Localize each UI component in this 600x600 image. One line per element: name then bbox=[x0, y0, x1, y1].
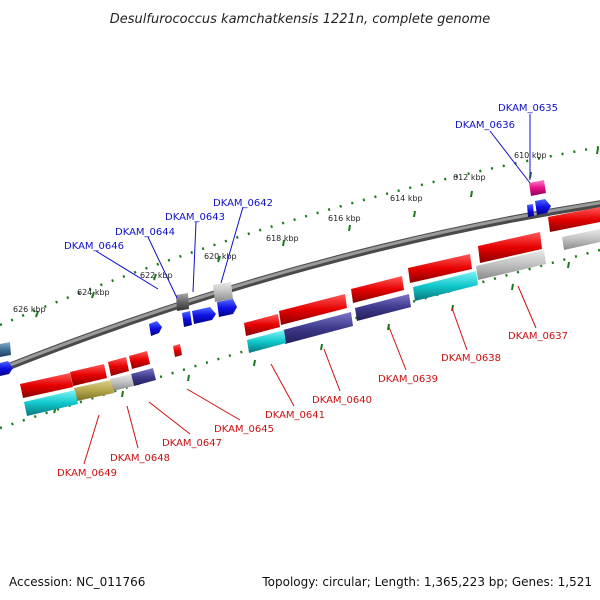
inner-tick-2 bbox=[121, 390, 124, 398]
gene-dkam-0641[interactable] bbox=[247, 330, 286, 353]
reverse-strand-genes bbox=[20, 207, 600, 416]
gene-dkam-0646[interactable] bbox=[149, 321, 162, 336]
tick-label-612: 612 kbp bbox=[453, 173, 486, 182]
label-dkam-0635: DKAM_0635 bbox=[498, 103, 558, 114]
major-tick-616 bbox=[348, 224, 351, 232]
major-tick-614 bbox=[413, 210, 416, 218]
gene-dkam-0638-arrow2[interactable] bbox=[408, 254, 472, 283]
gene-partial-left-2[interactable] bbox=[0, 361, 13, 376]
major-tick-608 bbox=[596, 147, 599, 155]
inner-tick-8 bbox=[511, 283, 514, 291]
label-dkam-0640: DKAM_0640 bbox=[312, 395, 372, 406]
label-dkam-0646: DKAM_0646 bbox=[64, 241, 124, 252]
label-dkam-0645: DKAM_0645 bbox=[214, 424, 274, 435]
tick-label-620: 620 kbp bbox=[204, 252, 237, 261]
gene-dkam-0649-box2[interactable] bbox=[74, 380, 114, 401]
genome-backbone bbox=[0, 200, 600, 374]
label-dkam-0648: DKAM_0648 bbox=[110, 453, 170, 464]
gene-dkam-0640-arrow[interactable] bbox=[279, 294, 347, 325]
gene-dkam-0636[interactable] bbox=[527, 204, 534, 217]
gene-dkam-0648-arrow[interactable] bbox=[108, 357, 129, 376]
gene-dkam-0635[interactable] bbox=[529, 180, 546, 196]
label-dkam-0644: DKAM_0644 bbox=[115, 227, 175, 238]
major-tick-624 bbox=[91, 291, 95, 299]
gene-dkam-0644b[interactable] bbox=[192, 307, 216, 324]
label-dkam-0647: DKAM_0647 bbox=[162, 438, 222, 449]
gene-dkam-0638[interactable] bbox=[413, 271, 478, 301]
label-dkam-0642: DKAM_0642 bbox=[213, 198, 273, 209]
gene-dkam-0638-box[interactable] bbox=[476, 250, 546, 280]
tick-label-616: 616 kbp bbox=[328, 214, 361, 223]
tick-label-614: 614 kbp bbox=[390, 194, 423, 203]
gene-dkam-0643[interactable] bbox=[176, 293, 189, 311]
accession-text: Accession: NC_011766 bbox=[9, 575, 145, 589]
inner-tick-6 bbox=[387, 323, 390, 331]
tick-label-624: 624 kbp bbox=[77, 288, 110, 297]
inner-tick-4 bbox=[253, 359, 256, 367]
label-dkam-0636: DKAM_0636 bbox=[455, 120, 515, 131]
gene-dkam-0647[interactable] bbox=[131, 368, 156, 386]
tick-labels: 610 kbp 612 kbp 614 kbp 616 kbp 618 kbp … bbox=[13, 151, 547, 314]
forward-gene-labels: DKAM_0635 DKAM_0636 DKAM_0642 DKAM_0643 … bbox=[64, 103, 558, 252]
forward-label-leaders bbox=[95, 114, 531, 299]
gene-dkam-0649[interactable] bbox=[24, 390, 78, 416]
reverse-gene-labels: DKAM_0637 DKAM_0638 DKAM_0639 DKAM_0640 … bbox=[57, 331, 568, 479]
gene-dkam-0649-arrow2[interactable] bbox=[70, 364, 107, 386]
gene-dkam-0641-arrow[interactable] bbox=[244, 314, 280, 336]
gene-dkam-0637[interactable] bbox=[562, 229, 600, 250]
gene-dkam-0636b[interactable] bbox=[535, 199, 551, 215]
label-dkam-0641: DKAM_0641 bbox=[265, 410, 325, 421]
gene-dkam-0645[interactable] bbox=[173, 344, 182, 357]
forward-strand-genes bbox=[0, 180, 551, 376]
gene-dkam-0644[interactable] bbox=[182, 311, 192, 327]
label-dkam-0639: DKAM_0639 bbox=[378, 374, 438, 385]
gene-dkam-0639[interactable] bbox=[355, 294, 411, 321]
label-dkam-0638: DKAM_0638 bbox=[441, 353, 501, 364]
map-title: Desulfurococcus kamchatkensis 1221n, com… bbox=[110, 12, 491, 27]
gene-dkam-0649-arrow[interactable] bbox=[20, 373, 73, 398]
tick-label-626: 626 kbp bbox=[13, 305, 46, 314]
inner-tick-3 bbox=[187, 374, 190, 382]
label-dkam-0643: DKAM_0643 bbox=[165, 212, 225, 223]
inner-tick-5 bbox=[320, 343, 323, 351]
gene-dkam-0637-arrow[interactable] bbox=[548, 207, 600, 232]
label-dkam-0637: DKAM_0637 bbox=[508, 331, 568, 342]
gene-dkam-0640[interactable] bbox=[283, 312, 353, 344]
major-tick-620 bbox=[217, 255, 221, 263]
label-dkam-0649: DKAM_0649 bbox=[57, 468, 117, 479]
outer-scale-ruler bbox=[0, 145, 600, 327]
tick-label-622: 622 kbp bbox=[140, 271, 173, 280]
major-tick-626 bbox=[35, 310, 39, 318]
gene-dkam-0642b[interactable] bbox=[217, 299, 237, 317]
major-tick-612 bbox=[470, 190, 473, 198]
gene-dkam-0647-arrow[interactable] bbox=[129, 351, 150, 369]
inner-tick-9 bbox=[567, 261, 570, 269]
reverse-label-leaders bbox=[83, 285, 537, 465]
tick-label-618: 618 kbp bbox=[266, 234, 299, 243]
major-tick-622 bbox=[153, 273, 157, 281]
gene-dkam-0638-arrow[interactable] bbox=[478, 232, 542, 263]
major-tick-618 bbox=[282, 239, 285, 247]
gene-dkam-0648[interactable] bbox=[110, 374, 134, 391]
gene-dkam-0642[interactable] bbox=[213, 282, 233, 302]
gene-dkam-0639-arrow[interactable] bbox=[351, 276, 404, 303]
genome-summary-text: Topology: circular; Length: 1,365,223 bp… bbox=[261, 575, 592, 589]
gene-partial-left-1[interactable] bbox=[0, 342, 11, 357]
